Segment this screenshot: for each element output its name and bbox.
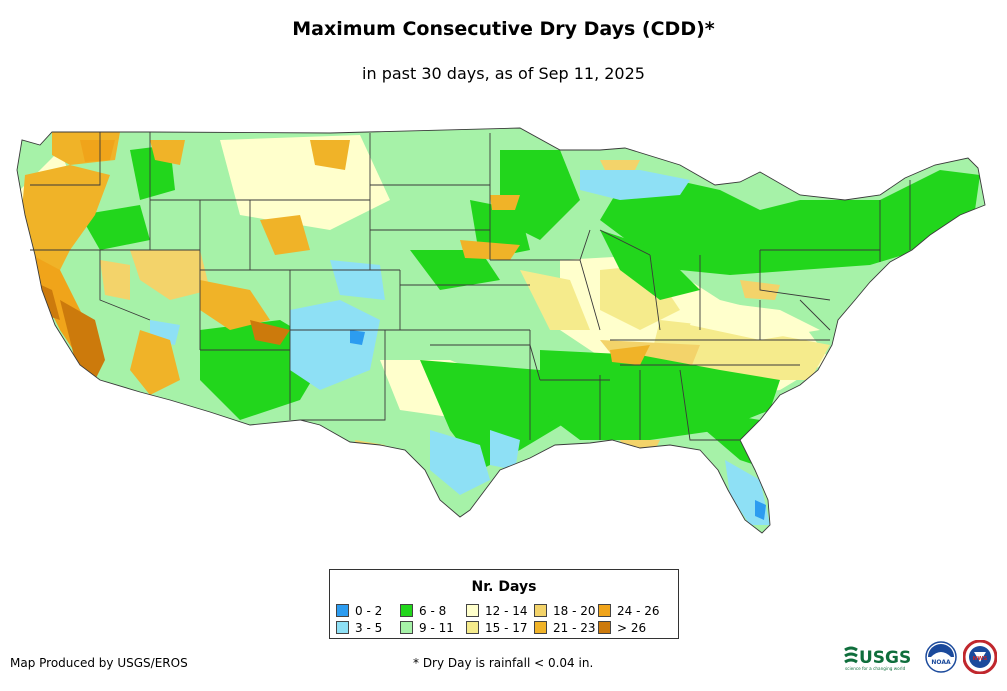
legend-label: > 26: [617, 620, 647, 635]
legend-item: 9 - 11: [400, 620, 466, 635]
legend-swatch: [400, 621, 413, 634]
usgs-logo: USGS science for a changing world: [844, 646, 911, 671]
legend-swatch: [534, 604, 547, 617]
legend-swatch: [336, 604, 349, 617]
legend-label: 9 - 11: [419, 620, 454, 635]
legend-swatch: [400, 604, 413, 617]
legend-label: 24 - 26: [617, 603, 660, 618]
legend-swatch: [598, 604, 611, 617]
legend-item: 21 - 23: [534, 620, 598, 635]
legend-swatch: [336, 621, 349, 634]
legend-label: 12 - 14: [485, 603, 528, 618]
legend-swatch: [466, 604, 479, 617]
legend-swatch: [466, 621, 479, 634]
legend-grid: 0 - 2 6 - 8 12 - 14 18 - 20 24 - 26 3 - 5 9 - …: [336, 603, 662, 635]
legend-item: 24 - 26: [598, 603, 662, 618]
legend-label: 15 - 17: [485, 620, 528, 635]
legend-item: > 26: [598, 620, 662, 635]
legend-swatch: [598, 621, 611, 634]
map-subtitle: in past 30 days, as of Sep 11, 2025: [362, 64, 645, 83]
usgs-wave-icon: [844, 646, 858, 664]
state-borders: [16, 127, 986, 534]
nws-logo-text: NWS: [973, 656, 988, 662]
legend-item: 12 - 14: [466, 603, 534, 618]
legend-item: 15 - 17: [466, 620, 534, 635]
legend-label: 3 - 5: [355, 620, 383, 635]
map-title: Maximum Consecutive Dry Days (CDD)*: [292, 18, 715, 40]
legend-label: 21 - 23: [553, 620, 596, 635]
legend-label: 6 - 8: [419, 603, 447, 618]
legend-label: 0 - 2: [355, 603, 383, 618]
noaa-logo: NOAA: [925, 641, 957, 673]
legend-item: 0 - 2: [336, 603, 400, 618]
nws-logo: NWS: [963, 640, 997, 674]
legend-swatch: [534, 621, 547, 634]
footnote-text: * Dry Day is rainfall < 0.04 in.: [413, 656, 594, 670]
usgs-logo-text: USGS: [859, 648, 911, 668]
dry-days-field: [17, 128, 985, 533]
legend: Nr. Days 0 - 2 6 - 8 12 - 14 18 - 20 24 - 26…: [329, 569, 679, 639]
legend-item: 3 - 5: [336, 620, 400, 635]
legend-title: Nr. Days: [471, 579, 537, 595]
legend-item: 6 - 8: [400, 603, 466, 618]
cdd-map: [16, 127, 986, 534]
noaa-logo-text: NOAA: [931, 659, 951, 666]
legend-label: 18 - 20: [553, 603, 596, 618]
legend-item: 18 - 20: [534, 603, 598, 618]
credit-text: Map Produced by USGS/EROS: [10, 656, 188, 670]
usgs-tagline: science for a changing world: [845, 666, 906, 671]
